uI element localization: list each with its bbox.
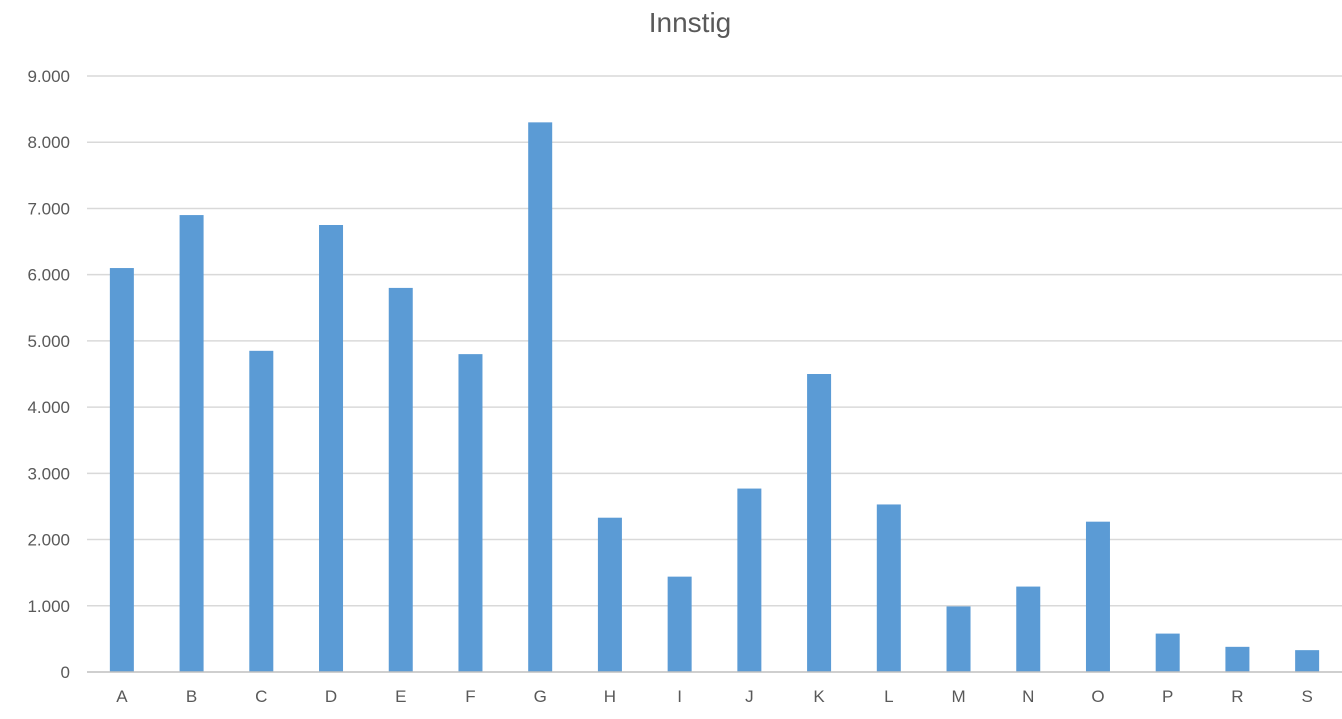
bar-g	[528, 122, 553, 673]
bar-a	[109, 268, 134, 672]
x-tick-label: M	[951, 687, 965, 706]
bar-h	[597, 517, 622, 672]
bars	[109, 122, 1320, 673]
bar-b	[179, 215, 204, 673]
chart-title: Innstig	[649, 7, 732, 38]
x-tick-label: E	[395, 687, 406, 706]
x-tick-label: D	[325, 687, 337, 706]
bar-e	[388, 287, 413, 672]
y-tick-label: 9.000	[27, 67, 70, 86]
y-tick-label: 0	[61, 663, 70, 682]
x-tick-label: K	[813, 687, 825, 706]
x-tick-label: S	[1301, 687, 1312, 706]
y-tick-label: 3.000	[27, 464, 70, 483]
x-tick-label: I	[677, 687, 682, 706]
y-tick-label: 4.000	[27, 398, 70, 417]
x-tick-label: B	[186, 687, 197, 706]
x-tick-label: L	[884, 687, 893, 706]
bar-j	[737, 488, 762, 672]
y-tick-label: 7.000	[27, 199, 70, 218]
bar-n	[1016, 586, 1041, 672]
x-tick-label: G	[534, 687, 547, 706]
bar-k	[807, 374, 832, 672]
y-tick-label: 8.000	[27, 133, 70, 152]
bar-c	[249, 350, 274, 672]
bar-p	[1155, 633, 1180, 672]
y-tick-label: 2.000	[27, 531, 70, 550]
x-tick-label: R	[1231, 687, 1243, 706]
bar-m	[946, 606, 971, 672]
x-tick-label: A	[116, 687, 128, 706]
y-tick-label: 1.000	[27, 597, 70, 616]
x-tick-label: O	[1091, 687, 1104, 706]
x-tick-label: C	[255, 687, 267, 706]
bar-i	[667, 576, 692, 672]
y-tick-label: 5.000	[27, 332, 70, 351]
x-tick-label: F	[465, 687, 475, 706]
bar-d	[319, 225, 344, 672]
x-tick-label: J	[745, 687, 754, 706]
y-tick-label: 6.000	[27, 266, 70, 285]
bar-s	[1295, 650, 1320, 672]
bar-r	[1225, 646, 1250, 672]
gridlines	[87, 75, 1342, 607]
x-tick-label: H	[604, 687, 616, 706]
y-axis-tick-labels: 0 1.000 2.000 3.000 4.000 5.000 6.000 7.000 8.00…	[27, 67, 70, 682]
x-tick-label: N	[1022, 687, 1034, 706]
bar-o	[1085, 521, 1110, 672]
bar-l	[876, 504, 901, 672]
bar-f	[458, 354, 483, 672]
x-tick-label: P	[1162, 687, 1173, 706]
